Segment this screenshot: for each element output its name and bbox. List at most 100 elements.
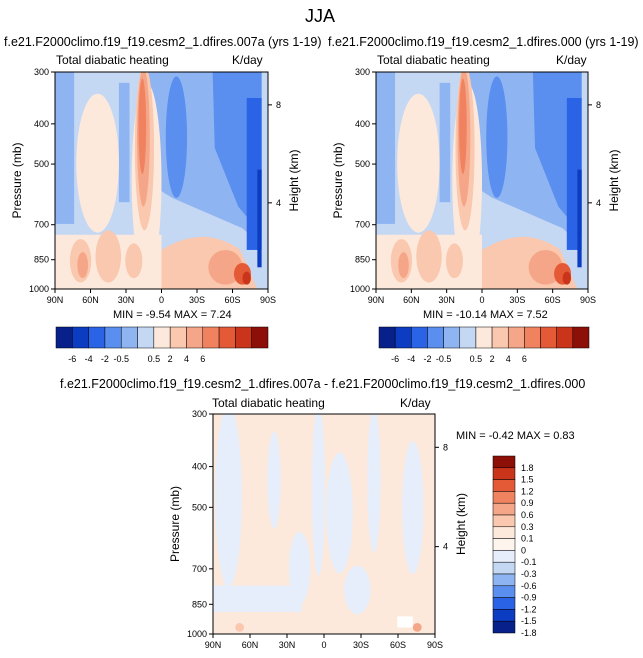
panel1-cell-nh-warm: [76, 93, 119, 233]
y-tick-label: 850: [355, 255, 370, 265]
colorbar2-label: 2: [490, 354, 495, 364]
panel3-units: K/day: [400, 396, 431, 410]
y-axis-label-right: Height (km): [607, 149, 621, 211]
panel3-blue-lower: [213, 585, 302, 612]
y-tick-label: 300: [192, 409, 207, 419]
colorbar1-swatch: [202, 326, 220, 349]
colorbar2-label: 6: [522, 354, 527, 364]
colorbar3-swatch: [492, 538, 516, 551]
colorbar1-swatch: [169, 326, 187, 349]
colorbar1-label: 6: [200, 354, 205, 364]
panel1-band-sh-edge: [257, 169, 262, 268]
colorbar1-label: 4: [184, 354, 189, 364]
colorbar2-label: -4: [407, 354, 415, 364]
colorbar3-swatch: [492, 479, 516, 492]
panel1-stats: MIN = -9.54 MAX = 7.24: [113, 309, 232, 321]
colorbar3-swatch: [492, 550, 516, 563]
x-tick-label: 30S: [189, 295, 205, 305]
panel1-cell-pbl-b: [95, 230, 122, 283]
colorbar3-label: 1.8: [521, 463, 534, 473]
y-tick-label: 1000: [187, 629, 207, 639]
x-tick-label: 30S: [353, 640, 369, 650]
colorbar2-label: -6: [391, 354, 399, 364]
panel1-cell-tropic-core: [138, 78, 147, 174]
colorbar3-label: -1.5: [521, 616, 537, 626]
x-tick-label: 30S: [509, 295, 525, 305]
panel2-cell-tropic-core: [459, 78, 467, 174]
colorbar3-swatch: [492, 585, 516, 598]
colorbar3-swatch: [492, 467, 516, 480]
y-tick-label: 400: [34, 119, 49, 129]
colorbar1-swatch: [153, 326, 171, 349]
y-right-tick-label: 4: [596, 198, 601, 208]
colorbar2-swatch: [427, 326, 444, 349]
panel3-case-title: f.e21.F2000climo.f19_f19.cesm2_1.dfires.…: [60, 377, 586, 391]
panel1-band-nh-polar: [55, 72, 75, 224]
colorbar3-label: 0.3: [521, 522, 534, 532]
colorbar3-label: -0.3: [521, 569, 537, 579]
x-tick-label: 90S: [260, 295, 276, 305]
panel3-blue-region: [326, 452, 353, 574]
colorbar2-swatch: [443, 326, 461, 349]
x-tick-label: 30N: [279, 640, 296, 650]
panel2-case-title: f.e21.F2000climo.f19_f19.cesm2_1.dfires.…: [328, 35, 639, 49]
colorbar2-label: -0.5: [436, 354, 452, 364]
panel1-cell-sh-c: [242, 271, 251, 285]
y-tick-label: 300: [355, 67, 370, 77]
x-tick-label: 0: [159, 295, 164, 305]
colorbar1-label: -6: [68, 354, 76, 364]
panel1-variable: Total diabatic heating: [56, 53, 169, 67]
y-tick-label: 1000: [29, 284, 49, 294]
colorbar3-swatch: [492, 526, 516, 539]
x-tick-label: 90S: [427, 640, 443, 650]
colorbar3-label: -0.6: [521, 581, 537, 591]
panel3-stats: MIN = -0.42 MAX = 0.83: [456, 430, 575, 442]
panel1-cell-pbl-d: [125, 243, 143, 279]
panel2-variable: Total diabatic heating: [377, 53, 490, 67]
colorbar2-swatch: [491, 326, 509, 349]
panel3-blue-region: [343, 565, 371, 615]
x-tick-label: 0: [321, 640, 326, 650]
colorbar1-label: -2: [101, 354, 109, 364]
y-axis-label-right: Height (km): [287, 149, 301, 211]
panel3-blue-region: [367, 414, 381, 553]
y-axis-label: Pressure (mb): [10, 142, 24, 218]
colorbar2-label: 0.5: [470, 354, 483, 364]
panel2-cell-nh-warm: [397, 93, 440, 233]
colorbar3-swatch: [492, 561, 516, 575]
colorbar3-swatch: [492, 597, 516, 610]
colorbar2-swatch: [394, 326, 412, 349]
panel1-case-title: f.e21.F2000climo.f19_f19.cesm2_1.dfires.…: [4, 35, 322, 49]
x-tick-label: 60S: [390, 640, 406, 650]
colorbar2-swatch: [507, 326, 525, 349]
colorbar2-swatch: [411, 326, 428, 349]
colorbar3-swatch: [492, 502, 516, 516]
colorbar2-swatch: [475, 326, 493, 349]
panel3-variable: Total diabatic heating: [212, 396, 325, 410]
colorbar3-label: -0.1: [521, 557, 537, 567]
colorbar3-label: 0.1: [521, 534, 534, 544]
y-tick-label: 700: [34, 220, 49, 230]
colorbar1-swatch: [251, 326, 269, 349]
colorbar2-swatch: [556, 326, 574, 349]
colorbar1-swatch: [120, 326, 138, 349]
x-tick-label: 60N: [403, 295, 420, 305]
colorbar3-swatch: [492, 514, 516, 528]
x-tick-label: 60S: [224, 295, 240, 305]
panel3-blue-region: [267, 431, 281, 529]
y-tick-label: 300: [34, 67, 49, 77]
colorbar2-swatch: [459, 326, 477, 349]
panel2-band-sh-edge: [577, 169, 582, 268]
colorbar1-swatch: [186, 326, 204, 349]
panel2-fill: [376, 72, 588, 289]
panel1-cell-sh-a: [208, 249, 243, 285]
x-tick-label: 0: [479, 295, 484, 305]
panel3-blue-region: [215, 414, 242, 588]
colorbar1-label: -4: [85, 354, 93, 364]
x-tick-label: 90N: [205, 640, 222, 650]
panel1-band-nh-sub: [118, 82, 130, 203]
colorbar3-label: -1.2: [521, 604, 537, 614]
y-tick-label: 700: [192, 564, 207, 574]
y-tick-label: 500: [355, 159, 370, 169]
